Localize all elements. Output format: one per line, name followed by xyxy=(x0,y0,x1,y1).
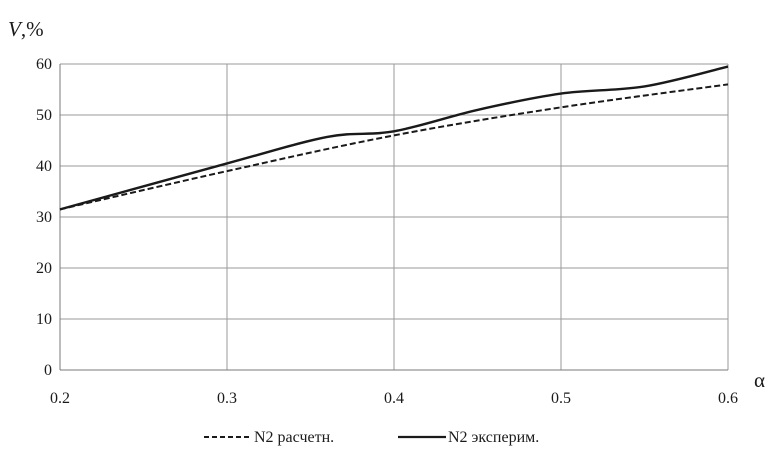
axes xyxy=(59,64,728,371)
y-tick-label: 10 xyxy=(36,311,52,328)
y-tick-label: 30 xyxy=(36,209,52,226)
y-tick-label: 0 xyxy=(44,362,52,379)
x-tick-label: 0.3 xyxy=(217,390,237,407)
legend-label-experimental: N2 эксперим. xyxy=(448,429,539,446)
x-axis-title: α xyxy=(754,368,765,392)
y-tick-label: 60 xyxy=(36,56,52,73)
y-tick-label: 50 xyxy=(36,107,52,124)
series-line-experimental xyxy=(59,65,729,211)
series-line-calculated xyxy=(59,83,729,211)
x-tick-label: 0.6 xyxy=(718,390,738,407)
y-tick-label: 40 xyxy=(36,158,52,175)
legend: N2 расчетн. N2 эксперим. xyxy=(204,429,539,446)
y-axis-title: V,% xyxy=(8,17,44,41)
y-axis-unit: ,% xyxy=(21,17,44,41)
y-tick-label: 20 xyxy=(36,260,52,277)
legend-label-calculated: N2 расчетн. xyxy=(254,429,334,446)
x-tick-label: 0.2 xyxy=(50,390,70,407)
tick-labels: 0 10 20 30 40 50 60 0.2 0.3 0.4 0.5 0.6 xyxy=(36,56,738,407)
grid xyxy=(60,63,729,370)
x-tick-label: 0.5 xyxy=(551,390,571,407)
series-lines xyxy=(59,65,729,211)
x-tick-label: 0.4 xyxy=(384,390,404,407)
y-axis-variable: V xyxy=(8,17,23,41)
